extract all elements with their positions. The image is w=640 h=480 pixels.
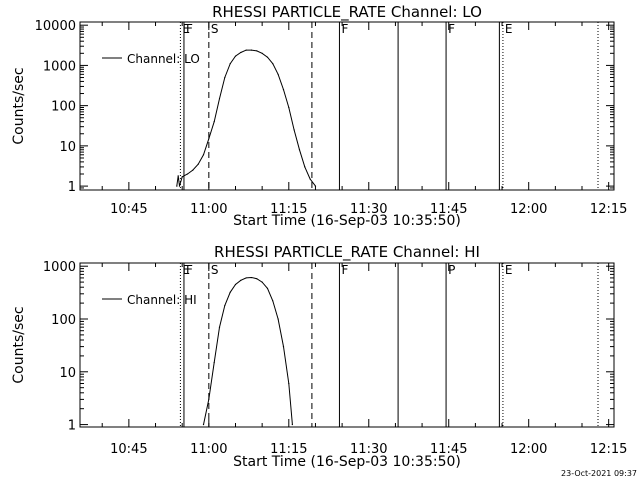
data-point bbox=[213, 361, 215, 364]
data-point bbox=[291, 423, 293, 426]
x-tick-label: 10:45 bbox=[110, 442, 147, 457]
x-tick-label: 11:30 bbox=[350, 202, 387, 217]
y-tick-label: 100 bbox=[51, 313, 76, 328]
y-tick-label: 1000 bbox=[43, 59, 76, 74]
data-point bbox=[272, 300, 274, 302]
x-tick-label: 11:30 bbox=[350, 442, 387, 457]
data-point bbox=[288, 382, 290, 385]
y-tick-label: 10 bbox=[59, 366, 76, 381]
data-point bbox=[266, 287, 269, 289]
y-tick-label: 10000 bbox=[35, 19, 76, 34]
data-point bbox=[293, 129, 295, 131]
y-tick-label: 1000 bbox=[43, 260, 76, 275]
x-tick-label: 12:15 bbox=[590, 442, 627, 457]
data-point bbox=[282, 346, 285, 348]
data-point bbox=[181, 176, 183, 178]
data-point bbox=[314, 185, 317, 187]
data-point bbox=[178, 185, 181, 187]
data-point bbox=[208, 398, 210, 400]
event-marker-label: F bbox=[341, 22, 348, 36]
data-point bbox=[229, 63, 231, 65]
chart-title: RHESSI PARTICLE_RATE Channel: LO bbox=[212, 3, 482, 22]
data-point bbox=[261, 52, 263, 54]
data-point bbox=[202, 154, 205, 156]
data-point bbox=[256, 50, 258, 52]
data-point bbox=[229, 291, 231, 293]
x-axis-label: Start Time (16-Sep-03 10:35:50) bbox=[233, 213, 461, 229]
x-tick-label: 11:15 bbox=[270, 442, 307, 457]
event-marker-label: P bbox=[448, 263, 455, 277]
data-point bbox=[266, 56, 269, 58]
event-marker-label: F bbox=[186, 263, 193, 277]
data-point bbox=[186, 173, 189, 175]
data-point bbox=[245, 277, 247, 279]
data-point bbox=[256, 278, 258, 280]
series-line bbox=[203, 276, 293, 425]
data-point bbox=[197, 163, 199, 165]
data-point bbox=[234, 55, 237, 57]
x-tick-label: 11:00 bbox=[190, 442, 227, 457]
data-point bbox=[240, 51, 242, 54]
data-point bbox=[245, 49, 247, 51]
event-marker-label: E bbox=[182, 22, 190, 36]
series-line bbox=[176, 49, 316, 187]
data-point bbox=[202, 423, 205, 426]
x-tick-label: 12:00 bbox=[510, 202, 547, 217]
data-point bbox=[218, 97, 221, 100]
x-tick-label: 11:45 bbox=[430, 202, 467, 217]
chart-panel-1: RHESSI PARTICLE_RATE Channel: LO 1 10 100 10… bbox=[11, 3, 627, 229]
data-point bbox=[261, 281, 263, 283]
x-tick-label: 11:15 bbox=[270, 202, 307, 217]
data-point bbox=[277, 73, 279, 75]
data-point bbox=[213, 121, 215, 123]
x-tick-label: 11:45 bbox=[430, 442, 467, 457]
y-tick-label: 1 bbox=[68, 419, 76, 434]
x-tick-label: 12:15 bbox=[590, 202, 627, 217]
data-point bbox=[224, 304, 226, 307]
event-marker-label: E bbox=[182, 263, 190, 277]
data-point bbox=[218, 326, 221, 328]
data-point bbox=[250, 49, 253, 51]
data-point bbox=[177, 175, 179, 177]
legend-label: Channel: HI bbox=[127, 293, 197, 307]
data-point bbox=[208, 138, 210, 140]
footer-timestamp: 23-Oct-2021 09:37 bbox=[561, 469, 637, 478]
data-point bbox=[282, 89, 285, 91]
plot-frame bbox=[79, 21, 615, 191]
event-marker-label: S bbox=[211, 22, 219, 36]
chart-title: RHESSI PARTICLE_RATE Channel: HI bbox=[214, 243, 480, 262]
event-marker-label: S bbox=[211, 263, 219, 277]
event-marker-label: F bbox=[448, 22, 455, 36]
data-point bbox=[272, 63, 274, 65]
chart-panel-2: RHESSI PARTICLE_RATE Channel: HI 1 10 100 10… bbox=[11, 243, 627, 470]
data-point bbox=[304, 166, 306, 168]
data-point bbox=[176, 185, 178, 187]
data-point bbox=[192, 169, 194, 171]
x-axis-label: Start Time (16-Sep-03 10:35:50) bbox=[233, 454, 461, 470]
data-point bbox=[224, 76, 226, 79]
y-tick-label: 1 bbox=[68, 180, 76, 195]
data-point bbox=[288, 106, 290, 109]
y-tick-label: 10 bbox=[59, 140, 76, 155]
event-marker-label: E bbox=[505, 22, 513, 36]
event-marker-label: E bbox=[505, 263, 513, 277]
data-point bbox=[240, 279, 242, 281]
x-tick-label: 11:00 bbox=[190, 202, 227, 217]
legend-label: Channel: LO bbox=[127, 52, 200, 66]
data-point bbox=[250, 276, 253, 279]
x-tick-label: 12:00 bbox=[510, 442, 547, 457]
data-point bbox=[234, 283, 237, 286]
data-point bbox=[309, 178, 311, 180]
y-tick-label: 100 bbox=[51, 100, 76, 115]
data-point bbox=[298, 149, 301, 151]
x-tick-label: 10:45 bbox=[110, 202, 147, 217]
plot-frame bbox=[79, 262, 615, 428]
y-axis-label: Counts/sec bbox=[11, 67, 27, 144]
y-axis-label: Counts/sec bbox=[11, 306, 27, 383]
event-marker-label: F bbox=[341, 263, 348, 277]
data-point bbox=[277, 318, 279, 320]
event-marker-label: F bbox=[186, 22, 193, 36]
